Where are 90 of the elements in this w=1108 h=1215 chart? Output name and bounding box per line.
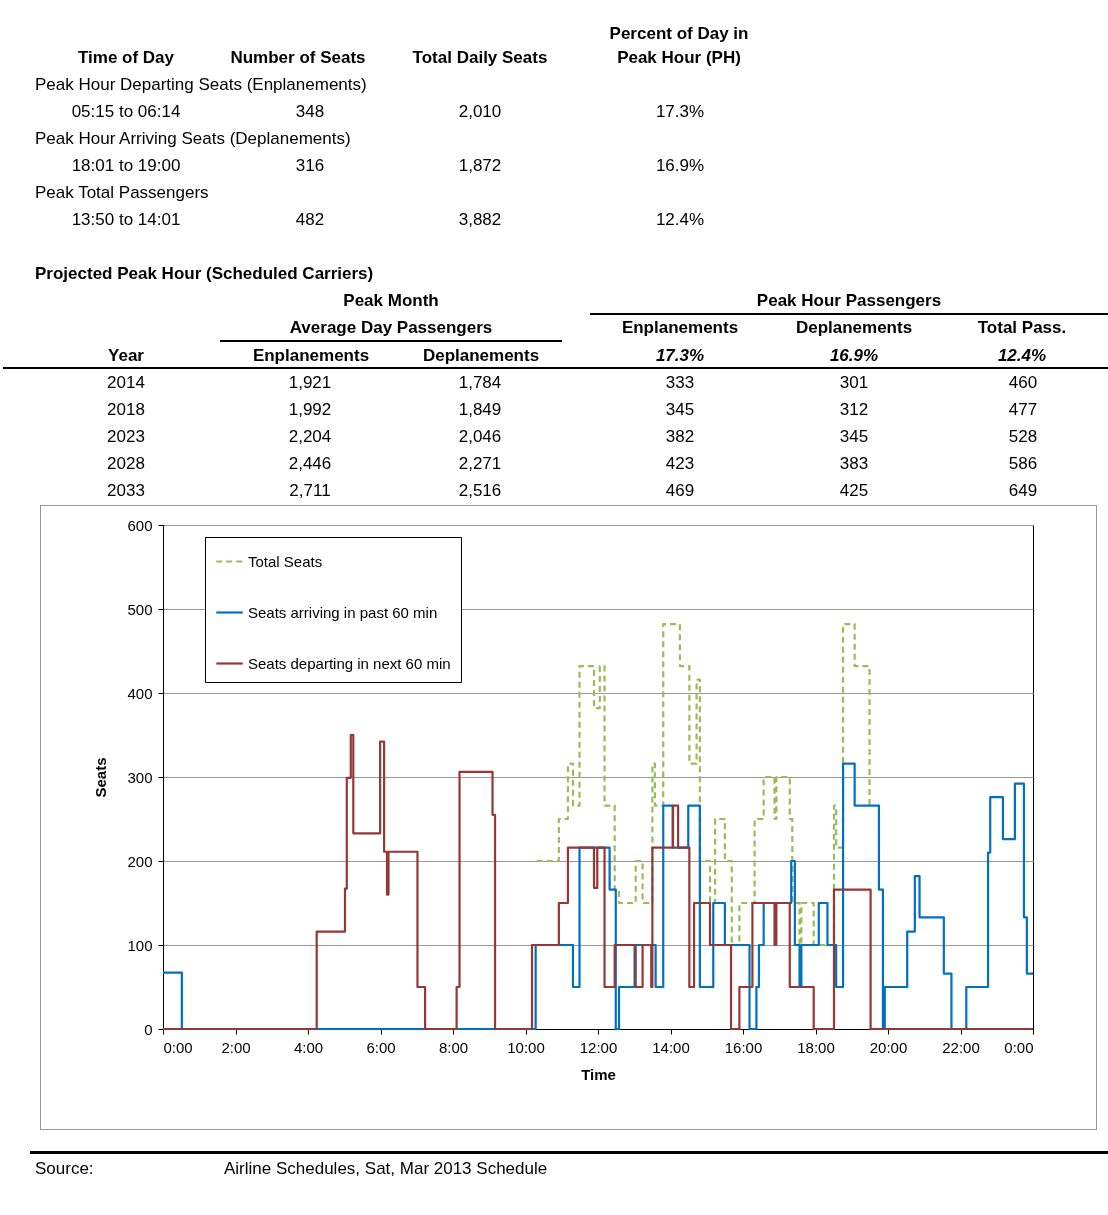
x-tick-label: 8:00 [438, 1038, 469, 1056]
text: 528 [1008, 427, 1038, 447]
x-tick-label: 14:00 [652, 1038, 690, 1056]
text: Time of Day [77, 48, 175, 68]
text: 16.9% [655, 156, 705, 176]
text: 2,446 [288, 454, 332, 474]
text: 12.4% [997, 346, 1047, 366]
text: Peak Month [343, 291, 439, 311]
x-tick-label: 6:00 [366, 1038, 396, 1056]
text: 316 [295, 156, 325, 176]
text: 17.3% [655, 346, 705, 366]
text: 586 [1008, 454, 1038, 474]
text: Deplanements [422, 346, 540, 366]
text: 2018 [107, 400, 145, 420]
text: 345 [839, 427, 869, 447]
text: 482 [295, 210, 325, 230]
x-tick-label: 4:00 [293, 1038, 324, 1056]
x-tick-label: 0:00 [163, 1038, 193, 1056]
text: Percent of Day in [609, 24, 749, 44]
x-axis-title: Time [581, 1065, 616, 1083]
text: 460 [1008, 373, 1038, 393]
text: 3,882 [458, 210, 502, 230]
legend-label: Seats departing in next 60 min [248, 654, 451, 672]
y-tick-label: 600 [127, 516, 153, 534]
x-tick-label: 18:00 [797, 1038, 835, 1056]
y-tick-label: 500 [127, 600, 153, 618]
text: Total Daily Seats [412, 48, 548, 68]
y-tick-label: 100 [127, 936, 153, 954]
y-tick-label: 400 [127, 684, 153, 702]
text: 2033 [107, 481, 145, 501]
text: 2023 [107, 427, 145, 447]
text: 2,046 [458, 427, 502, 447]
x-tick-label: 22:00 [942, 1038, 980, 1056]
text: Peak Total Passengers [35, 183, 209, 203]
text: 2028 [107, 454, 145, 474]
text: Enplanements [621, 318, 739, 338]
x-tick-label: 0:00 [1004, 1038, 1034, 1056]
text: 2014 [107, 373, 145, 393]
text: 423 [665, 454, 695, 474]
text: 301 [839, 373, 869, 393]
text: Year [108, 346, 144, 366]
text: Total Pass. [977, 318, 1067, 338]
legend-label: Seats arriving in past 60 min [248, 603, 438, 621]
text: 17.3% [655, 102, 705, 122]
x-tick-label: 20:00 [869, 1038, 908, 1056]
text: 312 [839, 400, 869, 420]
text: 2,204 [288, 427, 332, 447]
text: 2,010 [458, 102, 502, 122]
text: 2,711 [289, 481, 331, 501]
text: 383 [839, 454, 869, 474]
x-tick-label: 10:00 [507, 1038, 545, 1056]
text: Deplanements [795, 318, 913, 338]
text: 16.9% [829, 346, 879, 366]
text: 1,921 [288, 373, 332, 393]
x-tick-label: 12:00 [579, 1038, 618, 1056]
text: 469 [665, 481, 695, 501]
y-tick-label: 300 [127, 768, 153, 786]
legend-label: Total Seats [248, 552, 323, 570]
text: 2,516 [458, 481, 502, 501]
text: 649 [1008, 481, 1038, 501]
text: 1,784 [458, 373, 502, 393]
text: 1,849 [458, 400, 502, 420]
text: 2,271 [458, 454, 502, 474]
text: Peak Hour Passengers [756, 291, 942, 311]
text: Peak Hour (PH) [617, 48, 741, 68]
text: 345 [665, 400, 695, 420]
text: 477 [1008, 400, 1038, 420]
text: Airline Schedules, Sat, Mar 2013 Schedule [224, 1159, 548, 1179]
text: 425 [839, 481, 869, 501]
text: Peak Hour Arriving Seats (Deplanements) [35, 129, 351, 149]
text: 05:15 to 06:14 [71, 102, 181, 122]
y-axis-title: Seats [92, 757, 110, 798]
text: 12.4% [655, 210, 705, 230]
text: Enplanements [252, 346, 370, 366]
text: 333 [665, 373, 695, 393]
text: Projected Peak Hour (Scheduled Carriers) [35, 264, 374, 284]
text: Peak Hour Departing Seats (Enplanements) [35, 75, 367, 95]
text: Number of Seats [230, 48, 366, 68]
y-tick-label: 0 [144, 1020, 153, 1038]
x-tick-label: 2:00 [221, 1038, 251, 1056]
text: Average Day Passengers [289, 318, 493, 338]
source-note: Source: [35, 1159, 94, 1179]
x-tick-label: 16:00 [724, 1038, 763, 1056]
text: 382 [665, 427, 695, 447]
text: 18:01 to 19:00 [71, 156, 181, 176]
text: 1,872 [458, 156, 502, 176]
text: 1,992 [288, 400, 332, 420]
text: 13:50 to 14:01 [71, 210, 181, 230]
y-tick-label: 200 [127, 852, 153, 870]
text: 348 [295, 102, 325, 122]
